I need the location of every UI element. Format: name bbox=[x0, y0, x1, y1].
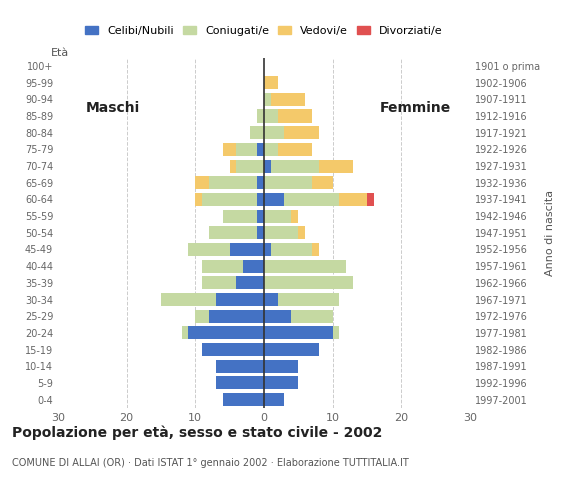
Bar bbox=[182, 326, 188, 339]
Bar bbox=[264, 393, 284, 406]
Bar bbox=[264, 93, 271, 106]
Bar bbox=[257, 143, 264, 156]
Bar bbox=[339, 193, 367, 206]
Bar bbox=[237, 159, 264, 173]
Bar bbox=[195, 310, 209, 323]
Bar bbox=[223, 143, 237, 156]
Bar bbox=[264, 243, 271, 256]
Bar bbox=[291, 310, 332, 323]
Bar bbox=[237, 143, 257, 156]
Bar bbox=[188, 243, 230, 256]
Bar bbox=[216, 376, 264, 389]
Bar bbox=[216, 293, 264, 306]
Bar bbox=[161, 293, 216, 306]
Text: Popolazione per età, sesso e stato civile - 2002: Popolazione per età, sesso e stato civil… bbox=[12, 425, 382, 440]
Bar bbox=[264, 126, 284, 139]
Bar bbox=[264, 260, 346, 273]
Bar bbox=[264, 109, 278, 122]
Bar bbox=[223, 393, 264, 406]
Bar bbox=[278, 109, 312, 122]
Bar bbox=[243, 260, 264, 273]
Bar bbox=[223, 210, 257, 223]
Bar bbox=[195, 193, 202, 206]
Bar bbox=[230, 159, 237, 173]
Bar bbox=[319, 159, 353, 173]
Bar bbox=[264, 293, 278, 306]
Y-axis label: Anno di nascita: Anno di nascita bbox=[545, 190, 555, 276]
Bar bbox=[257, 226, 264, 240]
Bar bbox=[271, 159, 319, 173]
Bar bbox=[202, 343, 264, 356]
Bar bbox=[209, 226, 257, 240]
Bar bbox=[298, 226, 305, 240]
Bar bbox=[278, 143, 312, 156]
Bar bbox=[312, 243, 319, 256]
Bar bbox=[264, 76, 278, 89]
Text: Età: Età bbox=[51, 48, 70, 58]
Bar bbox=[271, 243, 312, 256]
Bar bbox=[257, 210, 264, 223]
Bar bbox=[209, 176, 257, 189]
Legend: Celibi/Nubili, Coniugati/e, Vedovi/e, Divorziati/e: Celibi/Nubili, Coniugati/e, Vedovi/e, Di… bbox=[81, 21, 447, 40]
Bar bbox=[250, 126, 264, 139]
Bar bbox=[202, 276, 237, 289]
Bar bbox=[264, 226, 298, 240]
Bar bbox=[202, 193, 257, 206]
Bar bbox=[284, 193, 339, 206]
Bar bbox=[230, 243, 264, 256]
Bar bbox=[264, 376, 298, 389]
Bar bbox=[202, 260, 243, 273]
Text: COMUNE DI ALLAI (OR) · Dati ISTAT 1° gennaio 2002 · Elaborazione TUTTITALIA.IT: COMUNE DI ALLAI (OR) · Dati ISTAT 1° gen… bbox=[12, 457, 408, 468]
Bar bbox=[188, 326, 264, 339]
Bar bbox=[291, 210, 298, 223]
Bar bbox=[312, 176, 332, 189]
Bar bbox=[264, 176, 312, 189]
Bar bbox=[264, 276, 353, 289]
Bar bbox=[257, 109, 264, 122]
Bar bbox=[257, 193, 264, 206]
Bar bbox=[209, 310, 264, 323]
Text: Maschi: Maschi bbox=[86, 101, 140, 115]
Bar bbox=[264, 343, 319, 356]
Bar bbox=[367, 193, 374, 206]
Bar bbox=[264, 210, 291, 223]
Bar bbox=[257, 176, 264, 189]
Bar bbox=[264, 326, 332, 339]
Bar bbox=[264, 193, 284, 206]
Bar bbox=[216, 360, 264, 373]
Bar bbox=[195, 176, 209, 189]
Bar bbox=[264, 143, 278, 156]
Bar bbox=[332, 326, 339, 339]
Bar bbox=[271, 93, 305, 106]
Bar bbox=[278, 293, 339, 306]
Text: Femmine: Femmine bbox=[379, 101, 451, 115]
Bar bbox=[237, 276, 264, 289]
Bar bbox=[264, 159, 271, 173]
Bar bbox=[264, 360, 298, 373]
Bar bbox=[264, 310, 291, 323]
Bar bbox=[284, 126, 319, 139]
